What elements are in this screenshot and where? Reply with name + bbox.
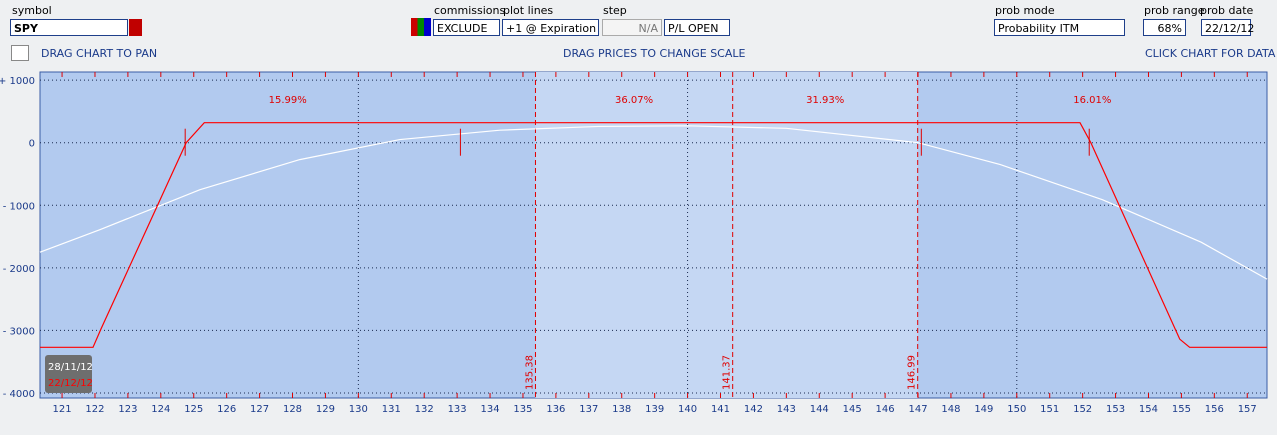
x-tick-label: 144 bbox=[810, 404, 829, 415]
label: step bbox=[603, 4, 627, 17]
x-tick-label: 152 bbox=[1073, 404, 1092, 415]
pl-field[interactable]: P/L OPEN bbox=[664, 19, 730, 36]
label: commissions bbox=[434, 4, 506, 17]
label: prob date bbox=[1200, 4, 1254, 17]
commissions-field[interactable]: EXCLUDE bbox=[433, 19, 500, 36]
x-tick-label: 123 bbox=[118, 404, 137, 415]
probability-label: 31.93% bbox=[806, 95, 844, 106]
x-tick-label: 124 bbox=[151, 404, 170, 415]
y-tick-label: + 1000 bbox=[0, 76, 35, 87]
label: plot lines bbox=[503, 4, 554, 17]
probability-label: 36.07% bbox=[615, 95, 653, 106]
x-tick-label: 142 bbox=[744, 404, 763, 415]
x-tick-label: 128 bbox=[283, 404, 302, 415]
plot-lines-field[interactable]: +1 @ Expiration bbox=[502, 19, 599, 36]
price-label: 135.38 bbox=[524, 355, 535, 390]
x-tick-label: 127 bbox=[250, 404, 269, 415]
x-tick-label: 149 bbox=[974, 404, 993, 415]
y-tick-label: - 3000 bbox=[3, 326, 35, 337]
x-tick-label: 153 bbox=[1106, 404, 1125, 415]
legend-box bbox=[45, 355, 92, 393]
probability-label: 16.01% bbox=[1073, 95, 1111, 106]
price-label: 141.37 bbox=[722, 355, 733, 390]
x-tick-label: 151 bbox=[1040, 404, 1059, 415]
probability-label: 15.99% bbox=[269, 95, 307, 106]
label: prob range bbox=[1144, 4, 1205, 17]
x-tick-label: 131 bbox=[382, 404, 401, 415]
x-tick-label: 125 bbox=[184, 404, 203, 415]
y-tick-label: - 4000 bbox=[3, 389, 35, 400]
hint: DRAG CHART TO PAN bbox=[41, 47, 158, 60]
x-tick-label: 155 bbox=[1172, 404, 1191, 415]
x-tick-label: 121 bbox=[53, 404, 72, 415]
x-tick-label: 132 bbox=[415, 404, 434, 415]
symbol-field[interactable]: SPY bbox=[10, 19, 128, 36]
x-tick-label: 157 bbox=[1238, 404, 1257, 415]
prob-date-field[interactable]: 22/12/12 bbox=[1201, 19, 1254, 36]
y-tick-label: - 1000 bbox=[3, 201, 35, 212]
x-tick-label: 148 bbox=[941, 404, 960, 415]
x-tick-label: 141 bbox=[711, 404, 730, 415]
prob-range-field[interactable]: 68% bbox=[1143, 19, 1186, 36]
color-icon[interactable] bbox=[411, 18, 431, 36]
probability-band bbox=[535, 72, 918, 398]
x-tick-label: 134 bbox=[480, 404, 499, 415]
hint: CLICK CHART FOR DATA bbox=[1145, 47, 1276, 60]
chart-icon[interactable] bbox=[11, 45, 29, 61]
hint: DRAG PRICES TO CHANGE SCALE bbox=[563, 47, 746, 60]
x-tick-label: 139 bbox=[645, 404, 664, 415]
legend-entry: 22/12/12 bbox=[48, 378, 93, 389]
x-tick-label: 154 bbox=[1139, 404, 1158, 415]
y-tick-label: 0 bbox=[29, 139, 35, 150]
label: prob mode bbox=[995, 4, 1055, 17]
x-tick-label: 130 bbox=[349, 404, 368, 415]
pl-line bbox=[40, 122, 1267, 348]
x-tick-label: 126 bbox=[217, 404, 236, 415]
prob-mode-field[interactable]: Probability ITM bbox=[994, 19, 1125, 36]
price-label: 146.99 bbox=[907, 355, 918, 390]
x-tick-label: 133 bbox=[448, 404, 467, 415]
y-tick-label: - 2000 bbox=[3, 264, 35, 275]
x-tick-label: 150 bbox=[1007, 404, 1026, 415]
pl-line bbox=[39, 125, 1268, 280]
x-tick-label: 138 bbox=[612, 404, 631, 415]
x-tick-label: 129 bbox=[316, 404, 335, 415]
x-tick-label: 137 bbox=[579, 404, 598, 415]
label: symbol bbox=[12, 4, 52, 17]
x-tick-label: 145 bbox=[843, 404, 862, 415]
x-tick-label: 136 bbox=[546, 404, 565, 415]
symbol-button[interactable] bbox=[129, 19, 142, 36]
x-tick-label: 146 bbox=[876, 404, 895, 415]
x-tick-label: 122 bbox=[85, 404, 104, 415]
x-tick-label: 135 bbox=[513, 404, 532, 415]
x-tick-label: 156 bbox=[1205, 404, 1224, 415]
x-tick-label: 143 bbox=[777, 404, 796, 415]
step-field: N/A bbox=[602, 19, 662, 36]
x-tick-label: 140 bbox=[678, 404, 697, 415]
x-tick-label: 147 bbox=[908, 404, 927, 415]
legend-entry: 28/11/12 bbox=[48, 362, 93, 373]
